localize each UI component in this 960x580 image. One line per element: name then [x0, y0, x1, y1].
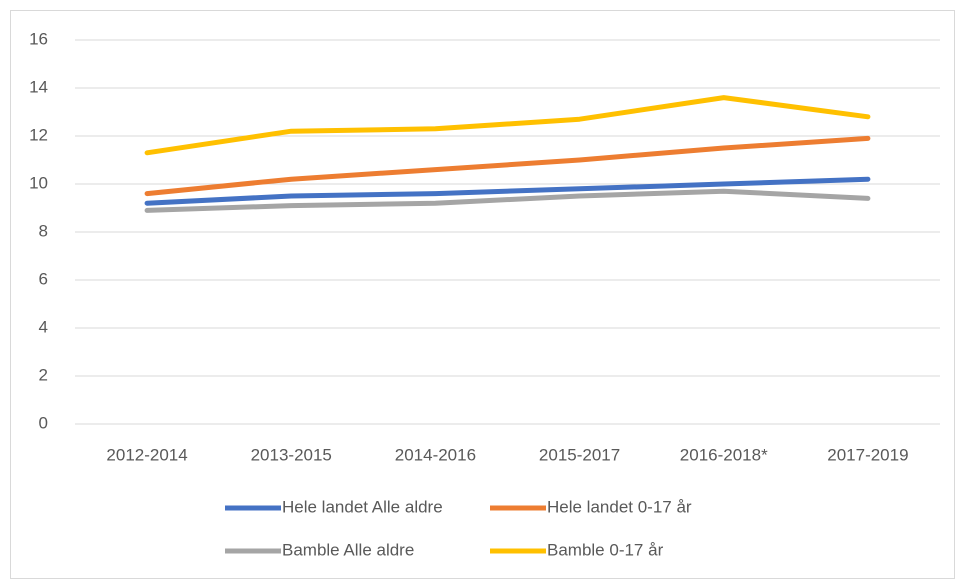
y-tick-label: 12 — [29, 125, 48, 144]
legend-label: Bamble 0-17 år — [547, 540, 664, 559]
x-tick-label: 2014-2016 — [395, 445, 476, 464]
legend-label: Hele landet 0-17 år — [547, 497, 692, 516]
legend-label: Bamble Alle aldre — [282, 540, 414, 559]
x-tick-label: 2012-2014 — [106, 445, 187, 464]
series-line — [144, 188, 871, 213]
x-tick-label: 2017-2019 — [827, 445, 908, 464]
series-line — [144, 135, 871, 197]
series-line — [144, 176, 871, 206]
y-tick-label: 14 — [29, 77, 48, 96]
x-tick-label: 2016-2018* — [680, 445, 768, 464]
y-tick-label: 10 — [29, 173, 48, 192]
x-tick-label: 2013-2015 — [251, 445, 332, 464]
x-tick-label: 2015-2017 — [539, 445, 620, 464]
y-tick-label: 2 — [39, 365, 48, 384]
y-tick-label: 8 — [39, 221, 48, 240]
y-tick-label: 16 — [29, 29, 48, 48]
y-tick-label: 6 — [39, 269, 48, 288]
y-tick-label: 4 — [39, 317, 48, 336]
y-tick-label: 0 — [39, 413, 48, 432]
legend-label: Hele landet Alle aldre — [282, 497, 443, 516]
series-line — [144, 95, 871, 156]
chart-frame — [10, 10, 955, 579]
